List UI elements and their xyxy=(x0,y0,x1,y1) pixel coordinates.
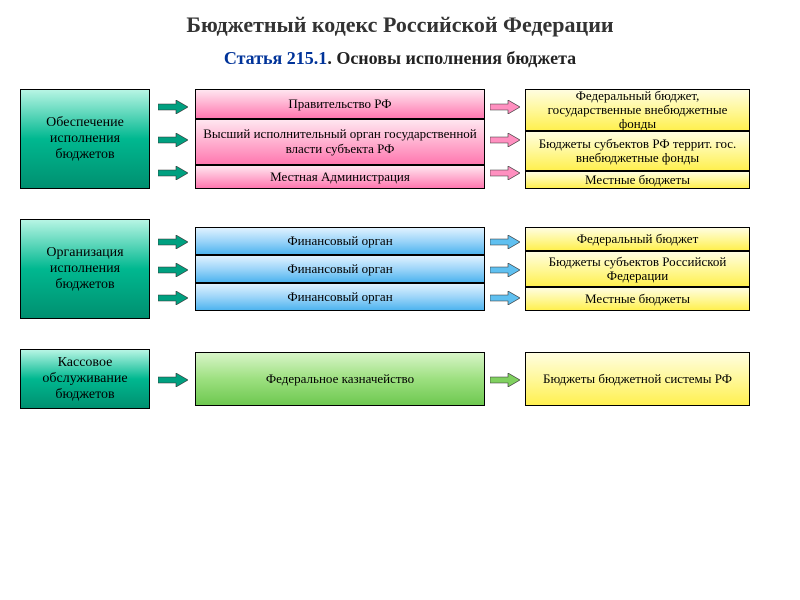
arrow-icon xyxy=(158,133,188,145)
mid-box: Финансовый орган xyxy=(195,227,485,255)
right-box: Бюджеты субъектов Российской Федерации xyxy=(525,251,750,287)
mid-box: Высший исполнительный орган государствен… xyxy=(195,119,485,165)
arrow-icon xyxy=(490,133,520,145)
arrow-icon xyxy=(490,166,520,178)
arrow-icon xyxy=(490,100,520,112)
arrow-icon xyxy=(158,373,188,385)
left-box: Кассовое обслуживание бюджетов xyxy=(20,349,150,409)
right-box: Бюджеты субъектов РФ террит. гос. внебюд… xyxy=(525,131,750,171)
mid-box: Финансовый орган xyxy=(195,283,485,311)
diagram-sections: Обеспечение исполнения бюджетов Правител… xyxy=(0,89,800,409)
arrow-col-2 xyxy=(485,227,525,311)
mid-box: Федеральное казначейство xyxy=(195,352,485,406)
right-box: Федеральный бюджет, государственные внеб… xyxy=(525,89,750,131)
right-box: Федеральный бюджет xyxy=(525,227,750,251)
mid-col: Правительство РФВысший исполнительный ор… xyxy=(195,89,485,189)
right-col: Федеральный бюджет, государственные внеб… xyxy=(525,89,750,189)
left-box: Организация исполнения бюджетов xyxy=(20,219,150,319)
arrow-col-1 xyxy=(150,352,195,406)
mid-col: Федеральное казначейство xyxy=(195,352,485,406)
arrow-icon xyxy=(490,235,520,247)
arrow-icon xyxy=(158,100,188,112)
arrow-col-2 xyxy=(485,352,525,406)
arrow-icon xyxy=(158,166,188,178)
section-1: Организация исполнения бюджетов Финансов… xyxy=(20,219,780,319)
page-subtitle: Статья 215.1. Основы исполнения бюджета xyxy=(0,38,800,89)
right-box: Местные бюджеты xyxy=(525,287,750,311)
right-box: Местные бюджеты xyxy=(525,171,750,189)
arrow-col-1 xyxy=(150,227,195,311)
right-col: Федеральный бюджетБюджеты субъектов Росс… xyxy=(525,227,750,311)
arrow-icon xyxy=(158,235,188,247)
section-2: Кассовое обслуживание бюджетов Федеральн… xyxy=(20,349,780,409)
arrow-icon xyxy=(490,373,520,385)
mid-box: Правительство РФ xyxy=(195,89,485,119)
mid-col: Финансовый органФинансовый органФинансов… xyxy=(195,227,485,311)
arrow-col-1 xyxy=(150,89,195,189)
subtitle-article: Статья 215.1 xyxy=(224,48,327,68)
right-box: Бюджеты бюджетной системы РФ xyxy=(525,352,750,406)
arrow-icon xyxy=(158,263,188,275)
left-box: Обеспечение исполнения бюджетов xyxy=(20,89,150,189)
right-col: Бюджеты бюджетной системы РФ xyxy=(525,352,750,406)
arrow-col-2 xyxy=(485,89,525,189)
subtitle-text: . Основы исполнения бюджета xyxy=(327,48,576,68)
section-0: Обеспечение исполнения бюджетов Правител… xyxy=(20,89,780,189)
arrow-icon xyxy=(490,263,520,275)
page-title: Бюджетный кодекс Российской Федерации xyxy=(0,0,800,38)
arrow-icon xyxy=(158,291,188,303)
arrow-icon xyxy=(490,291,520,303)
mid-box: Местная Администрация xyxy=(195,165,485,189)
mid-box: Финансовый орган xyxy=(195,255,485,283)
